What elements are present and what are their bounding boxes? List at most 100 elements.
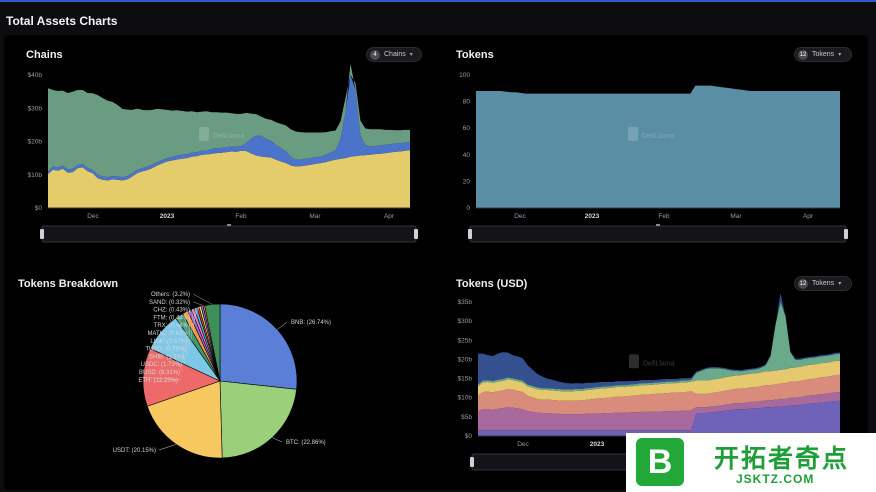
- chains-range-handle-left[interactable]: [40, 229, 44, 239]
- chains-x-tick: 2023: [160, 213, 175, 220]
- usd-y-tick: $15b: [458, 376, 473, 383]
- tokens-x-tick: Mar: [730, 213, 742, 220]
- chains-y-tick: $40b: [28, 72, 43, 79]
- usd-y-tick: $5b: [461, 414, 472, 421]
- defillama-logo-icon: [199, 126, 209, 141]
- chains-range-grip[interactable]: [227, 224, 231, 226]
- pie-label: SAND: (0.32%): [149, 300, 190, 306]
- pie-label: BUSD: (8.31%): [139, 370, 180, 376]
- pie-label: BTC: (22.86%): [286, 440, 326, 446]
- tokens-series-area: [476, 85, 840, 208]
- usd-series-area: [478, 391, 840, 431]
- usd-x-tick: 2023: [590, 441, 605, 448]
- pie-label: USDT: (20.15%): [113, 448, 156, 454]
- pie-slice: [219, 303, 298, 390]
- pie-leader-line: [178, 315, 186, 365]
- pie-label: TRX: (0.44%): [154, 323, 190, 329]
- chains-y-tick: $20b: [28, 139, 43, 146]
- pie-leader-line: [192, 293, 213, 305]
- tokens-x-tick: Feb: [658, 213, 670, 220]
- chains-series-area: [48, 150, 410, 208]
- chains-selector[interactable]: 4 Chains ▾: [366, 47, 422, 62]
- pie-leader-line: [158, 444, 177, 451]
- pie-leader-line: [188, 310, 190, 349]
- tokens-y-tick: 80: [463, 99, 471, 106]
- pie-label: ETH: (12.25%): [138, 378, 178, 384]
- pie-leader-line: [190, 308, 193, 341]
- pie-leader-line: [192, 305, 203, 310]
- chains-chart: $0 $10b $20b $30b $40b Dec 2023 Feb Mar Apr DefiLl…: [28, 65, 418, 243]
- logo-letter: B: [647, 443, 673, 481]
- tokens-x-tick: 2023: [585, 213, 600, 220]
- pie-slice: [219, 380, 297, 459]
- tokens-y-tick: 100: [459, 72, 470, 79]
- chevron-down-icon: ▾: [409, 52, 413, 58]
- tokens-usd-title: Tokens (USD): [456, 278, 528, 290]
- chevron-down-icon: ▾: [838, 52, 842, 58]
- pie-leader-line: [192, 301, 204, 306]
- site-logo: B 开拓者奇点 JSKTZ.COM: [626, 433, 876, 492]
- usd-y-tick: $10b: [458, 395, 473, 402]
- chains-count-badge: 4: [370, 49, 380, 60]
- tokens-range-grip[interactable]: [656, 224, 660, 226]
- pie-label: Others: (3.2%): [151, 292, 190, 298]
- chains-title: Chains: [26, 49, 63, 61]
- chains-x-tick: Feb: [235, 213, 247, 220]
- breakdown-title: Tokens Breakdown: [18, 278, 119, 290]
- tokens-y-tick: 40: [463, 152, 471, 159]
- tokens-watermark: DefiLlama: [642, 133, 674, 140]
- tokens-y-tick: 0: [466, 205, 470, 212]
- tokens-usd-selector[interactable]: 12 Tokens ▾: [794, 276, 852, 291]
- tokens-x-tick: Dec: [514, 213, 526, 220]
- usd-y-tick: $0: [465, 433, 473, 440]
- usd-x-tick: Dec: [517, 441, 529, 448]
- pie-leader-line: [272, 437, 283, 443]
- usd-y-tick: $20b: [458, 356, 473, 363]
- chains-x-tick: Mar: [309, 213, 321, 220]
- chains-series-area: [48, 65, 410, 178]
- chains-range-handle-right[interactable]: [414, 229, 418, 239]
- usd-series-area: [478, 400, 840, 436]
- pie-leader-line: [192, 306, 201, 318]
- tokens-range-handle-right[interactable]: [844, 229, 848, 239]
- usd-y-tick: $35b: [458, 299, 473, 306]
- pie-label: LINK: (0.67%): [150, 339, 188, 345]
- chevron-down-icon: ▾: [838, 281, 842, 287]
- chains-y-tick: $10b: [28, 172, 43, 179]
- tokens-usd-selector-label: Tokens: [812, 280, 835, 287]
- chains-y-tick: $30b: [28, 105, 43, 112]
- pie-leader-line: [192, 307, 199, 326]
- tokens-range-slider[interactable]: [469, 225, 847, 243]
- pie-leader-line: [185, 312, 188, 357]
- defillama-logo-icon: [629, 354, 639, 369]
- pie-label: BNB: (26.74%): [291, 320, 331, 326]
- logo-name: 开拓者奇点: [714, 445, 850, 473]
- chains-selector-label: Chains: [384, 51, 406, 58]
- pie-leader-line: [277, 321, 288, 330]
- chains-y-tick: $0: [35, 205, 43, 212]
- tokens-title: Tokens: [456, 49, 494, 61]
- tokens-range-handle-left[interactable]: [468, 229, 472, 239]
- chains-watermark: DefiLlama: [213, 133, 245, 140]
- usd-y-tick: $25b: [458, 337, 473, 344]
- pie-label: TUSD: (0.75%): [145, 347, 186, 353]
- chains-x-tick: Apr: [384, 213, 395, 220]
- pie-leader-line: [160, 331, 184, 373]
- pie-label: CHZ: (0.43%): [153, 308, 190, 314]
- tokens-y-tick: 60: [463, 125, 471, 132]
- usd-y-tick: $30b: [458, 318, 473, 325]
- logo-mark-icon: [636, 438, 684, 486]
- pie-label: USDC: (1.73%): [141, 362, 182, 368]
- usd-range-handle-left[interactable]: [470, 457, 474, 467]
- chains-range-slider[interactable]: [41, 225, 417, 243]
- tokens-y-tick: 20: [463, 178, 471, 185]
- tokens-selector[interactable]: 12 Tokens ▾: [794, 47, 852, 62]
- tokens-breakdown-chart: BNB: (26.74%) BTC: (22.86%) USDT: (20.15%)…: [113, 292, 331, 459]
- usd-series-area: [478, 360, 840, 401]
- pie-label: MATIC: (0.61%): [147, 331, 190, 337]
- tokens-chart: 0 20 40 60 80 100 Dec 2023 Feb Mar Apr DefiLlama: [459, 72, 848, 243]
- page-title: Total Assets Charts: [6, 14, 118, 28]
- tokens-selector-label: Tokens: [812, 51, 835, 58]
- tokens-usd-count-badge: 12: [798, 278, 808, 289]
- pie-label: FTM: (0.44%): [153, 315, 190, 321]
